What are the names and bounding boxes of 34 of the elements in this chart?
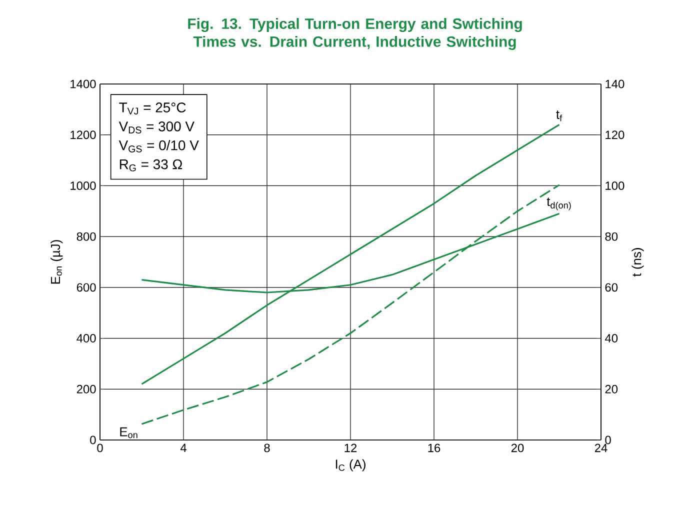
- annotation: T$_{VJ}$ = 25°C: [119, 102, 186, 115]
- y2-tick-label: 20: [605, 384, 618, 394]
- x-tick-label: 8: [264, 444, 270, 452]
- x-tick-label: 16: [428, 444, 440, 452]
- y-tick-label: 800: [76, 232, 96, 241]
- y-tick-label: 1200: [70, 130, 96, 140]
- y2-tick-label: 60: [605, 283, 618, 292]
- y2-tick-label: 120: [606, 130, 624, 140]
- y2-tick-label: 100: [606, 181, 624, 190]
- y2-tick-label: 0: [605, 436, 611, 444]
- y2-tick-label: 80: [605, 232, 618, 241]
- y-tick-label: 1400: [70, 80, 96, 88]
- y2-tick-label: 140: [606, 80, 624, 88]
- y-axis-title: E$_{on}$ (µJ): [50, 240, 63, 284]
- y-tick-label: 1000: [70, 181, 96, 190]
- annotation: R$_{G}$ = 33 Ω: [120, 159, 182, 172]
- annotation: V$_{DS}$ = 300 V: [118, 121, 194, 134]
- x-tick-label: 24: [594, 444, 608, 452]
- x-tick-label: 4: [180, 444, 186, 452]
- y2-tick-label: 40: [605, 334, 618, 343]
- y-tick-label: 600: [76, 283, 96, 292]
- series-label: E$_{on}$: [120, 427, 138, 438]
- y-tick-label: 200: [76, 384, 96, 394]
- y-tick-label: 0: [90, 436, 96, 444]
- x-tick-label: 20: [511, 444, 524, 452]
- annotation: V$_{GS}$ = 0/10 V: [118, 140, 199, 152]
- x-tick-label: 0: [97, 444, 103, 452]
- y-tick-label: 400: [76, 334, 96, 343]
- x-tick-label: 12: [344, 444, 357, 452]
- x-axis-title: I$_{C}$ (A): [336, 459, 366, 472]
- chart-title: Fig. 13. Typical Turn-on Energy and Swtiching Times vs. Drain Current, Inductive Switching: [188, 18, 522, 50]
- series-label: t$_{f}$: [556, 110, 562, 122]
- y2-axis-title: t (ns): [632, 248, 644, 277]
- series-label: t$_{d(on)}$: [546, 198, 571, 210]
